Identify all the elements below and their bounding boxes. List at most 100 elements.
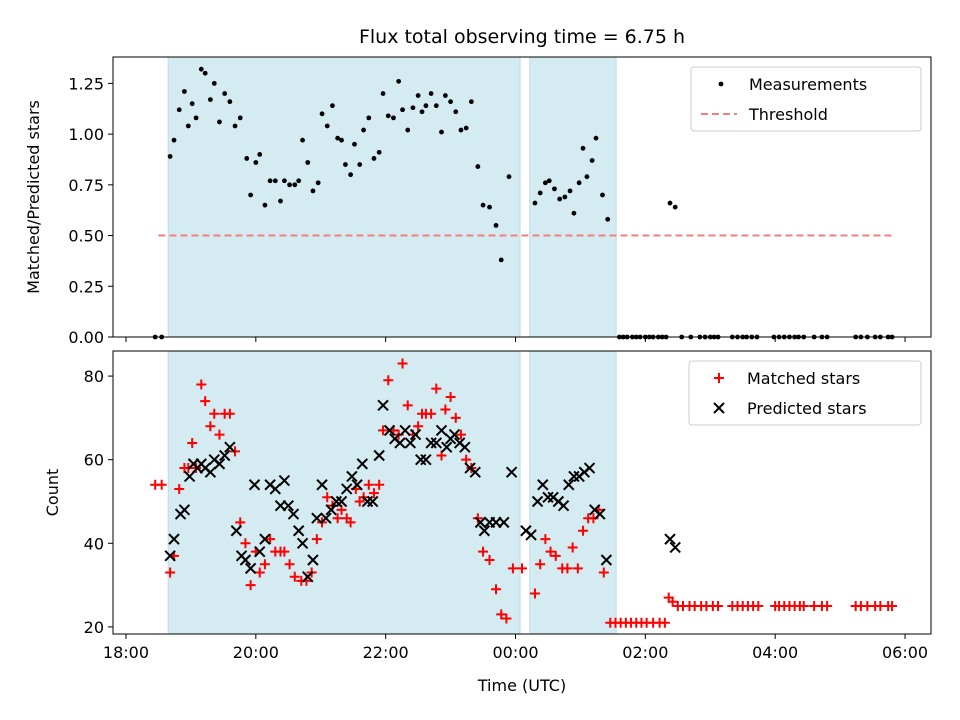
- measurements-point-5: [182, 89, 187, 94]
- measurements-point-2: [167, 154, 173, 159]
- legend-label: Threshold: [748, 105, 828, 124]
- legend: Measurements Threshold: [690, 66, 922, 132]
- measurements-point-84: [589, 158, 595, 163]
- measurements-point-82: [580, 145, 586, 151]
- matched-stars-point-56: [426, 408, 437, 419]
- observing-window-1: [529, 350, 617, 635]
- matched-stars-point-53: [413, 421, 424, 432]
- matched-stars-point-44: [368, 488, 379, 499]
- predicted-stars-point-78: [568, 470, 580, 483]
- measurements-point-13: [217, 119, 222, 125]
- matched-stars-point-32: [311, 534, 322, 545]
- predicted-stars-point-49: [404, 437, 417, 449]
- predicted-stars-point-83: [594, 508, 606, 520]
- legend-swatch: [714, 373, 724, 383]
- plot-frame: [112, 56, 932, 338]
- legend-label: Predicted stars: [747, 399, 867, 418]
- predicted-stars-point-36: [335, 495, 348, 508]
- predicted-stars-point-24: [278, 474, 291, 487]
- measurements-point-49: [391, 115, 396, 121]
- x-axis-title: Time (UTC): [477, 676, 566, 695]
- predicted-stars-point-35: [330, 495, 343, 508]
- measurements-point-47: [380, 91, 386, 96]
- legend-label: Matched stars: [747, 369, 860, 388]
- measurements-point-3: [171, 137, 177, 143]
- matched-stars-point-107: [713, 600, 724, 611]
- matched-stars-point-69: [496, 609, 507, 620]
- legend-item: Threshold: [701, 105, 828, 124]
- predicted-stars-point-64: [478, 525, 491, 537]
- matched-stars-point-65: [472, 513, 483, 524]
- measurements-point-67: [480, 202, 486, 208]
- y-tick-label: 20: [84, 618, 104, 637]
- matched-stars-point-37: [336, 504, 347, 515]
- measurements-point-78: [562, 194, 568, 200]
- measurements-point-10: [202, 70, 208, 76]
- y-tick-label: 60: [84, 451, 104, 470]
- matched-stars-point-9: [196, 379, 207, 390]
- measurements-point-71: [506, 174, 512, 180]
- measurements-point-68: [487, 204, 492, 210]
- matched-stars-point-81: [572, 563, 583, 574]
- matched-stars-point-130: [887, 600, 898, 611]
- measurements-point-24: [272, 178, 278, 184]
- predicted-stars-point-20: [259, 533, 271, 545]
- measurements-point-55: [419, 109, 425, 115]
- predicted-stars-point-33: [320, 512, 332, 524]
- predicted-stars-point-18: [248, 479, 261, 491]
- measurements-point-44: [366, 115, 372, 121]
- matched-stars-point-28: [289, 571, 300, 582]
- measurements-point-40: [348, 172, 354, 178]
- measurements-point-62: [453, 109, 459, 115]
- measurements-point-64: [463, 125, 469, 131]
- legend-frame: [688, 360, 922, 426]
- ratio-panel: 0.00 0.25 0.50 0.75 1.00 1.25 Matched/Predicte…: [24, 56, 932, 347]
- matched-stars-point-36: [332, 513, 343, 524]
- measurements-point-51: [400, 107, 405, 113]
- predicted-stars-point-71: [531, 495, 544, 508]
- y-tick-label: 80: [84, 367, 104, 386]
- predicted-stars-point-72: [537, 479, 549, 491]
- y-tick-label: 40: [84, 534, 104, 553]
- predicted-stars-point-56: [440, 441, 453, 453]
- predicted-stars-point-14: [230, 525, 243, 537]
- y-tick-label: 0.00: [68, 328, 104, 347]
- matched-stars-point-21: [254, 567, 265, 578]
- matched-stars-point-47: [383, 375, 394, 386]
- matched-stars-point-113: [753, 600, 764, 611]
- measurements-point-50: [396, 78, 402, 84]
- y-tick-label: 1.25: [68, 74, 104, 93]
- matched-stars-point-70: [501, 613, 512, 624]
- measurements-point-30: [300, 137, 305, 143]
- measurements-point-15: [227, 99, 233, 105]
- legend-item: Predicted stars: [713, 399, 867, 418]
- predicted-stars-point-11: [213, 458, 226, 470]
- measurements-point-34: [319, 111, 325, 117]
- measurements-point-74: [542, 180, 548, 186]
- measurements-point-70: [498, 257, 504, 263]
- measurements-point-81: [576, 180, 582, 186]
- matched-stars-point-43: [363, 479, 374, 490]
- matched-stars-point-7: [187, 437, 198, 448]
- matched-stars-point-19: [245, 580, 256, 591]
- predicted-stars-point-43: [373, 449, 385, 462]
- predicted-stars-point-34: [325, 504, 337, 516]
- legend-label: Measurements: [749, 75, 867, 94]
- measurements-point-8: [193, 115, 199, 121]
- predicted-stars-point-19: [254, 545, 266, 558]
- measurements-point-29: [296, 178, 302, 184]
- predicted-stars-point-60: [459, 441, 471, 453]
- measurements-point-72: [532, 200, 538, 206]
- predicted-stars-point-51: [415, 453, 427, 466]
- matched-stars-point-46: [378, 425, 389, 436]
- predicted-stars-point-40: [356, 458, 369, 470]
- y-axis-title: Count: [43, 469, 62, 517]
- matched-stars-point-73: [529, 588, 540, 599]
- measurements-point-79: [567, 188, 573, 194]
- measurements-point-16: [232, 123, 238, 129]
- matched-stars-point-1: [156, 479, 167, 490]
- matched-stars-point-4: [174, 483, 185, 494]
- matched-stars-point-18: [240, 538, 251, 549]
- predicted-stars-point-48: [399, 424, 411, 437]
